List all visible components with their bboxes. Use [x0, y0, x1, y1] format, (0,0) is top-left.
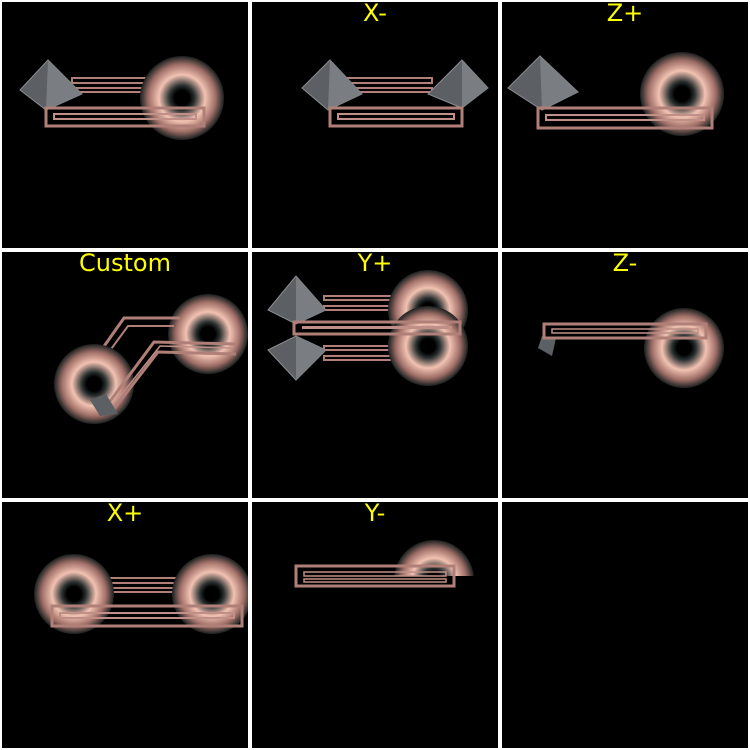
frame-front — [328, 106, 464, 128]
frame-front — [536, 106, 714, 130]
scene-x-minus — [301, 59, 489, 128]
pyramid-face — [540, 56, 578, 110]
viewport-empty — [502, 502, 748, 748]
scene-custom — [54, 294, 248, 424]
pyramid-face — [46, 60, 82, 110]
frame-front — [292, 320, 462, 336]
frame-front — [44, 106, 206, 128]
frame-front-inner — [302, 326, 452, 329]
pyramid-shape — [90, 394, 118, 416]
frame-front — [542, 322, 708, 340]
frame-front — [294, 564, 456, 588]
viewport-top-left[interactable] — [2, 2, 248, 248]
torus-shape — [34, 554, 114, 634]
frame-front — [50, 604, 244, 628]
frame-front-inner — [545, 114, 705, 121]
torus-shape — [394, 540, 474, 576]
torus-shape — [388, 306, 468, 386]
frame-bar — [105, 325, 174, 357]
scene-z-plus — [507, 52, 724, 136]
frame-bar — [100, 340, 237, 413]
pyramid-face — [296, 276, 326, 324]
viewport-y-plus[interactable]: Y+ — [252, 252, 498, 498]
scene-z-minus — [538, 308, 724, 388]
viewport-z-minus[interactable]: Z- — [502, 252, 748, 498]
viewport-y-minus[interactable]: Y- — [252, 502, 498, 748]
frame-bar — [98, 316, 180, 353]
frame-bar — [113, 345, 233, 405]
frame-front-inner — [59, 612, 235, 619]
frame-back-bar — [71, 87, 153, 93]
torus-shape — [172, 554, 248, 634]
frame-front-inner — [337, 113, 455, 120]
frame-back-bar — [71, 77, 153, 84]
frame-front-inner — [53, 113, 197, 120]
scene-y-plus — [267, 270, 468, 386]
frame-front-inner — [303, 571, 447, 577]
frame-front-inner — [303, 578, 447, 583]
frame-bar — [108, 350, 237, 415]
pyramid-face — [328, 60, 362, 110]
viewport-z-plus[interactable]: Z+ — [502, 2, 748, 248]
scene-top-left — [19, 56, 224, 140]
viewport-x-minus[interactable]: X- — [252, 2, 498, 248]
viewport-x-plus[interactable]: X+ — [2, 502, 248, 748]
frame-front-inner — [551, 328, 699, 334]
pyramid-face — [296, 336, 326, 380]
pyramid-shape — [538, 336, 556, 356]
torus-shape — [644, 308, 724, 388]
scene-y-minus — [294, 540, 474, 588]
pyramid-face — [462, 60, 488, 108]
viewport-custom[interactable]: Custom — [2, 252, 248, 498]
torus-shape — [168, 294, 248, 374]
scene-x-plus — [34, 554, 248, 634]
